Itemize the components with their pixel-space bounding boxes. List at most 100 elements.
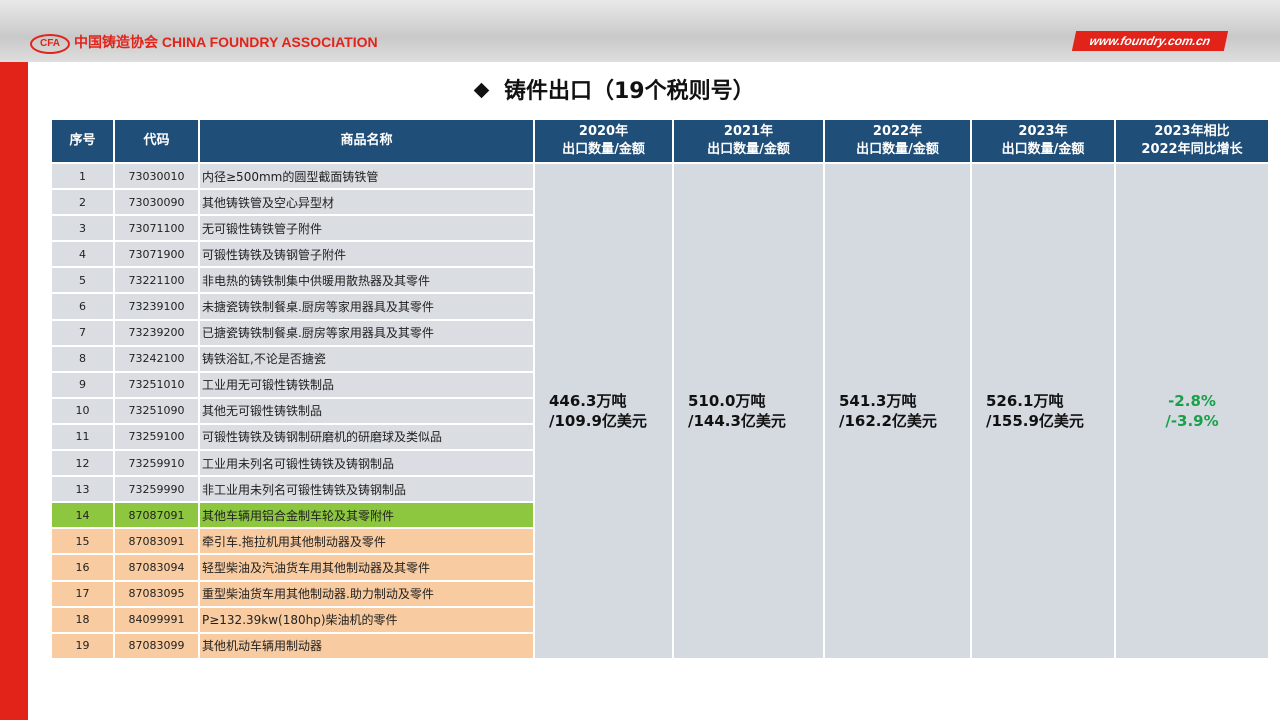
cell: 重型柴油货车用其他制动器.助力制动及零件 — [198, 579, 535, 608]
row: 18 84099991 P≥132.39kw(180hp)柴油机的零件 — [50, 605, 1269, 634]
cell: 14 — [50, 501, 115, 530]
total-line: 510.0万吨 — [688, 391, 766, 410]
header-line: 2021年 — [723, 124, 774, 139]
cell: 1 — [50, 161, 115, 191]
header-cell: 2023年 出口数量/金额 — [970, 118, 1116, 164]
header-line: 出口数量/金额 — [562, 142, 645, 157]
row: 1 73030010 内径≥500mm的圆型截面铸铁管 446.3万吨/109.9亿美… — [50, 161, 1270, 660]
cell: 工业用未列名可锻性铸铁及铸钢制品 — [198, 449, 535, 478]
row: 6 73239100 未搪瓷铸铁制餐桌.厨房等家用器具及其零件 — [50, 292, 1269, 321]
cell: 5 — [50, 266, 115, 295]
header-line: 序号 — [69, 133, 96, 148]
cell: 其他铸铁管及空心异型材 — [198, 188, 535, 217]
cell: 17 — [50, 579, 115, 608]
header-cell: 2020年 出口数量/金额 — [533, 118, 674, 164]
cell: 未搪瓷铸铁制餐桌.厨房等家用器具及其零件 — [198, 292, 535, 321]
cell: 铸铁浴缸,不论是否搪瓷 — [198, 344, 535, 373]
header-cell: 2022年 出口数量/金额 — [823, 118, 972, 164]
cell: 84099991 — [113, 605, 200, 634]
header-cell: 2021年出口数量/金额 — [672, 118, 825, 164]
cell: 非工业用未列名可锻性铸铁及铸钢制品 — [198, 475, 535, 504]
total-line: /109.9亿美元 — [549, 411, 647, 430]
title-text: 铸件出口（19个税则号） — [504, 79, 755, 104]
header-cell: 序号 — [50, 118, 115, 164]
cell: 非电热的铸铁制集中供暖用散热器及其零件 — [198, 266, 535, 295]
cell: 8 — [50, 344, 115, 373]
cell: 12 — [50, 449, 115, 478]
cell: 87083094 — [113, 553, 200, 582]
row: 10 73251090 其他无可锻性铸铁制品 — [50, 396, 1269, 425]
header-cell: 商品名称 — [198, 118, 535, 164]
cell: 73259100 — [113, 422, 200, 452]
cell: 87087091 — [113, 501, 200, 530]
header-row: 序号 代码 商品名称 2020年 出口数量/金额 2021年 出口数量/金额 2022年 出口数… — [50, 118, 1270, 164]
total-line: /144.3亿美元 — [688, 411, 786, 430]
cell: 19 — [50, 631, 115, 660]
cell: 已搪瓷铸铁制餐桌.厨房等家用器具及其零件 — [198, 318, 535, 347]
cell: 73259910 — [113, 449, 200, 478]
cell: 73239200 — [113, 318, 200, 347]
row: 19 87083099 其他机动车辆用制动器 — [50, 631, 1269, 660]
cell: 15 — [50, 527, 115, 556]
cell: 87083091 — [113, 527, 200, 556]
cell: 6 — [50, 292, 115, 321]
cell: 73259990 — [113, 475, 200, 504]
header-line: 2023年相比 — [1154, 124, 1230, 139]
header-cell: 2023年相比 2022年同比增长 — [1114, 118, 1270, 164]
row: 11 73259100 可锻性铸铁及铸钢制研磨机的研磨球及类似品 — [50, 422, 1269, 452]
total-line: 446.3万吨 — [549, 391, 627, 410]
header-line: 出口数量/金额 — [707, 142, 790, 157]
cell: 13 — [50, 475, 115, 504]
total-cell: -2.8%/-3.9% — [1114, 162, 1270, 660]
header-line: 出口数量/金额 — [856, 142, 939, 157]
cell: 轻型柴油及汽油货车用其他制动器及其零件 — [198, 553, 535, 582]
cell: 73030090 — [113, 188, 200, 217]
total-cell: 541.3万吨/162.2亿美元 — [823, 162, 972, 660]
top-bar — [0, 0, 1280, 62]
row: 8 73242100 铸铁浴缸,不论是否搪瓷 — [50, 344, 1269, 373]
row: 5 73221100 非电热的铸铁制集中供暖用散热器及其零件 — [50, 266, 1269, 295]
total-line: 526.1万吨 — [986, 391, 1064, 410]
cell: 73071900 — [113, 240, 200, 269]
row: 17 87083095 重型柴油货车用其他制动器.助力制动及零件 — [50, 579, 1269, 608]
header-line: 出口数量/金额 — [1001, 142, 1085, 157]
cell: 牵引车.拖拉机用其他制动器及零件 — [198, 527, 535, 556]
side-strip — [0, 62, 28, 720]
cell: 87083095 — [113, 579, 200, 608]
cell: 2 — [50, 188, 115, 217]
row: 4 73071900 可锻性铸铁及铸钢管子附件 — [50, 240, 1269, 269]
header-cell: 代码 — [113, 118, 200, 164]
cell: 无可锻性铸铁管子附件 — [198, 214, 535, 243]
cell: 其他机动车辆用制动器 — [198, 631, 535, 660]
org-name: 中国铸造协会 CHINA FOUNDRY ASSOCIATION — [74, 34, 378, 50]
row: 16 87083094 轻型柴油及汽油货车用其他制动器及其零件 — [50, 553, 1269, 582]
site-url: www.foundry.com.cn — [1071, 31, 1229, 51]
cell: 73242100 — [113, 344, 200, 373]
cell: 4 — [50, 240, 115, 269]
table: 序号 代码 商品名称 2020年 出口数量/金额 2021年 出口数量/金额 2022年 出口数… — [50, 118, 1270, 660]
total-cell: 526.1万吨/155.9亿美元 — [970, 162, 1116, 660]
cell: 73251090 — [113, 396, 200, 425]
total-line: /155.9亿美元 — [986, 411, 1084, 430]
cell: 73221100 — [113, 266, 200, 295]
cell: 3 — [50, 214, 115, 243]
cell: 18 — [50, 605, 115, 634]
cell: 87083099 — [113, 631, 200, 660]
row: 2 73030090 其他铸铁管及空心异型材 — [50, 188, 1269, 217]
row: 12 73259910 工业用未列名可锻性铸铁及铸钢制品 — [50, 449, 1269, 478]
cell: 16 — [50, 553, 115, 582]
cell: 73071100 — [113, 214, 200, 243]
row: 3 73071100 无可锻性铸铁管子附件 — [50, 214, 1269, 243]
cell: 73239100 — [113, 292, 200, 321]
cell: 可锻性铸铁及铸钢制研磨机的研磨球及类似品 — [198, 422, 535, 452]
cell: 10 — [50, 396, 115, 425]
title: 铸件出口（19个税则号） — [474, 76, 755, 108]
total-line: -2.8% — [1168, 391, 1216, 410]
row: 15 87083091 牵引车.拖拉机用其他制动器及零件 — [50, 527, 1269, 556]
cell: 工业用无可锻性铸铁制品 — [198, 370, 535, 399]
cell: 7 — [50, 318, 115, 347]
cell: 可锻性铸铁及铸钢管子附件 — [198, 240, 535, 269]
cell: 其他无可锻性铸铁制品 — [198, 396, 535, 425]
cell: P≥132.39kw(180hp)柴油机的零件 — [198, 605, 535, 634]
